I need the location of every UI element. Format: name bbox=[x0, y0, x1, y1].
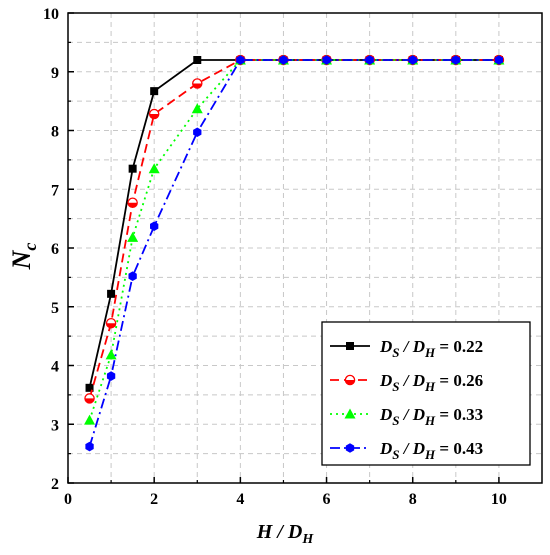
data-point bbox=[85, 441, 94, 452]
legend-item: DS / DH = 0.43 bbox=[330, 439, 483, 462]
y-tick-label: 8 bbox=[51, 124, 59, 141]
legend-item: DS / DH = 0.26 bbox=[330, 371, 483, 394]
y-tick-label: 2 bbox=[51, 476, 59, 493]
data-point bbox=[128, 271, 137, 281]
data-point bbox=[408, 55, 417, 65]
legend-item: DS / DH = 0.33 bbox=[330, 405, 483, 428]
data-point bbox=[148, 108, 160, 120]
legend-label: DS / DH = 0.26 bbox=[379, 371, 483, 394]
data-point bbox=[191, 103, 203, 114]
data-point bbox=[84, 414, 96, 425]
data-point bbox=[193, 127, 202, 138]
data-point bbox=[279, 55, 288, 65]
legend-marker bbox=[344, 374, 356, 386]
data-point bbox=[84, 393, 95, 404]
y-tick-label: 4 bbox=[51, 359, 59, 376]
y-tick-label: 6 bbox=[51, 241, 59, 258]
data-point bbox=[192, 78, 203, 89]
data-point bbox=[365, 55, 374, 65]
x-tick-label: 10 bbox=[491, 491, 507, 508]
legend: DS / DH = 0.22 DS / DH = 0.26 DS / DH = 0.… bbox=[321, 321, 531, 466]
data-point bbox=[494, 55, 504, 65]
legend-label: DS / DH = 0.43 bbox=[379, 439, 483, 462]
x-tick-label: 0 bbox=[64, 491, 72, 508]
y-tick-label: 9 bbox=[51, 65, 59, 82]
data-point bbox=[150, 221, 159, 232]
y-tick-label: 3 bbox=[51, 417, 59, 434]
data-point bbox=[451, 55, 460, 65]
y-tick-label: 5 bbox=[51, 300, 59, 317]
data-point bbox=[148, 163, 160, 174]
legend-marker bbox=[344, 408, 356, 419]
legend-marker bbox=[346, 342, 354, 350]
x-tick-label: 6 bbox=[323, 491, 331, 508]
y-tick-label: 10 bbox=[43, 6, 59, 23]
legend-label: DS / DH = 0.22 bbox=[379, 337, 483, 360]
data-point bbox=[105, 349, 117, 360]
data-point bbox=[322, 55, 331, 65]
y-axis-title: Nc bbox=[7, 243, 40, 271]
data-point bbox=[107, 289, 116, 298]
x-tick-label: 4 bbox=[236, 491, 244, 508]
x-tick-label: 8 bbox=[409, 491, 417, 508]
data-point bbox=[106, 371, 116, 381]
x-axis-title: H / DH bbox=[256, 521, 315, 547]
data-point bbox=[128, 164, 137, 173]
legend-label: DS / DH = 0.33 bbox=[379, 405, 483, 428]
data-point bbox=[127, 197, 138, 209]
legend-marker bbox=[345, 443, 355, 453]
data-point bbox=[150, 87, 159, 96]
x-tick-label: 2 bbox=[150, 491, 158, 508]
data-point bbox=[193, 56, 202, 64]
series-group bbox=[84, 54, 505, 452]
series-3 bbox=[85, 55, 504, 452]
y-tick-label: 7 bbox=[51, 182, 59, 199]
legend-item: DS / DH = 0.22 bbox=[330, 337, 483, 360]
series-line bbox=[88, 59, 499, 421]
data-point bbox=[105, 317, 117, 329]
data-point bbox=[85, 383, 94, 392]
data-point bbox=[127, 231, 139, 242]
data-point bbox=[236, 55, 245, 65]
